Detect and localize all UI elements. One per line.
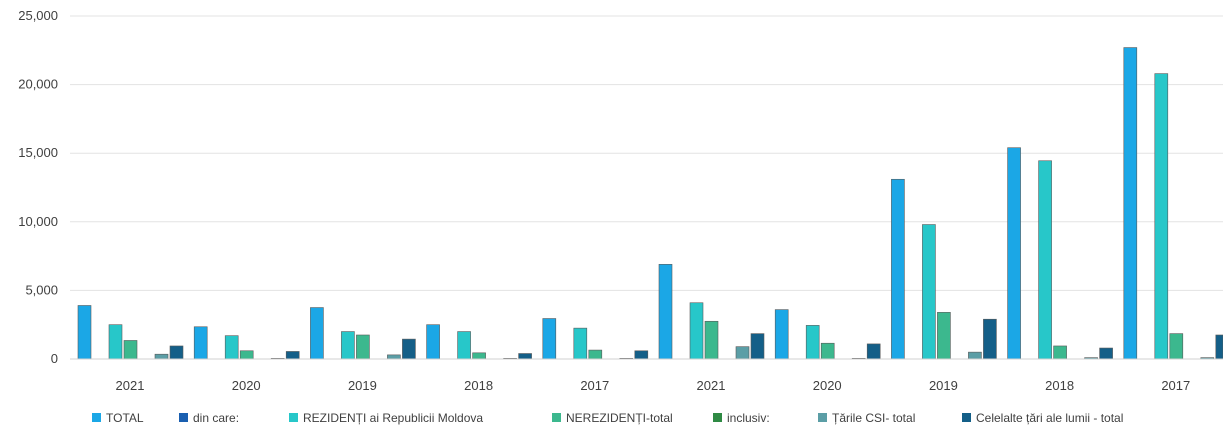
bar [1038, 160, 1052, 360]
bar [689, 302, 704, 360]
bar [735, 346, 750, 360]
bar [154, 353, 169, 360]
bar [108, 324, 123, 360]
legend-item: REZIDENȚI ai Republicii Moldova [289, 411, 483, 425]
bar [472, 352, 486, 360]
y-tick-label: 10,000 [18, 214, 58, 229]
legend: TOTAL din care: REZIDENȚI ai Republicii Mo… [92, 411, 1123, 425]
legend-item: Țările CSI- total [818, 411, 915, 425]
y-tick-label: 5,000 [25, 282, 58, 297]
legend-label: NEREZIDENȚI-total [566, 411, 673, 425]
bar [588, 349, 603, 360]
bar [310, 307, 324, 360]
bar [518, 353, 532, 360]
y-axis-tick-labels: 0 5,000 10,000 15,000 20,000 25,000 [18, 8, 58, 366]
x-category-label: 2019 [348, 378, 377, 393]
bar [750, 333, 765, 360]
bar [224, 335, 239, 360]
bar [968, 351, 982, 360]
bar [634, 350, 649, 360]
y-tick-label: 0 [51, 351, 58, 366]
legend-label: TOTAL [106, 411, 144, 425]
bar [169, 345, 184, 360]
bar [285, 351, 300, 360]
bar [658, 264, 673, 360]
x-category-label: 2021 [116, 378, 145, 393]
bar [193, 326, 208, 360]
bar [866, 343, 881, 360]
legend-swatch [713, 413, 722, 422]
bars [77, 47, 1223, 360]
legend-swatch [289, 413, 298, 422]
bar [1154, 73, 1169, 360]
x-axis-category-labels: 2021 2020 2019 2018 2017 2021 2020 2019 2018 2017 [116, 378, 1191, 393]
x-category-label: 2017 [580, 378, 609, 393]
bar [774, 309, 789, 360]
bar [239, 350, 254, 360]
bar [891, 178, 905, 360]
legend-label: din care: [193, 411, 239, 425]
bar [123, 340, 138, 360]
legend-swatch [179, 413, 188, 422]
x-category-label: 2019 [929, 378, 958, 393]
bar [1123, 47, 1138, 360]
legend-label: Celelalte țări ale lumii - total [976, 411, 1123, 425]
bar [704, 320, 719, 360]
legend-item: inclusiv: [713, 411, 770, 425]
gridlines [70, 15, 1223, 291]
legend-swatch [92, 413, 101, 422]
bar [573, 327, 588, 360]
x-category-label: 2017 [1161, 378, 1190, 393]
bar [1099, 347, 1113, 360]
y-tick-label: 15,000 [18, 145, 58, 160]
legend-label: REZIDENȚI ai Republicii Moldova [303, 411, 483, 425]
bar [1169, 333, 1184, 360]
y-tick-label: 25,000 [18, 8, 58, 23]
bar [805, 325, 820, 360]
bar [542, 318, 557, 360]
bar [1215, 334, 1223, 360]
bar [820, 342, 835, 360]
legend-label: Țările CSI- total [832, 411, 915, 425]
legend-item: din care: [179, 411, 239, 425]
legend-swatch [962, 413, 971, 422]
bar [77, 305, 92, 360]
x-category-label: 2018 [464, 378, 493, 393]
x-category-label: 2018 [1045, 378, 1074, 393]
legend-item: NEREZIDENȚI-total [552, 411, 673, 425]
bar [341, 331, 355, 360]
bar [1053, 345, 1067, 360]
bar [457, 331, 471, 360]
bar [426, 324, 440, 360]
bar [937, 312, 951, 360]
legend-label: inclusiv: [727, 411, 770, 425]
x-category-label: 2020 [813, 378, 842, 393]
bar [922, 224, 936, 360]
bar [1007, 147, 1021, 360]
y-tick-label: 20,000 [18, 77, 58, 92]
bar [356, 334, 370, 360]
legend-item: Celelalte țări ale lumii - total [962, 411, 1123, 425]
bar [387, 354, 401, 360]
x-category-label: 2020 [232, 378, 261, 393]
legend-swatch [818, 413, 827, 422]
bar [402, 338, 416, 360]
bar [983, 318, 997, 360]
legend-swatch [552, 413, 561, 422]
x-category-label: 2021 [697, 378, 726, 393]
legend-item: TOTAL [92, 411, 144, 425]
